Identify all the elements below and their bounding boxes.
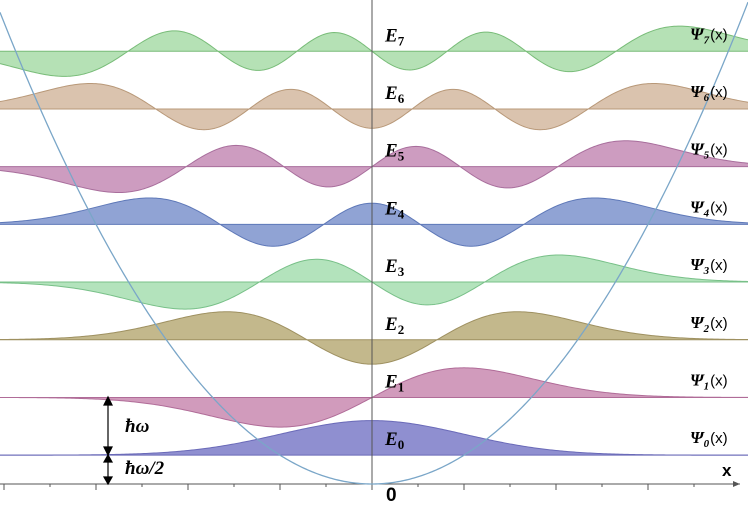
energy-symbol: E	[384, 198, 398, 219]
ground-label: ħω/2	[125, 458, 165, 479]
energy-index: 2	[398, 322, 405, 337]
psi-arg: (x)	[710, 372, 728, 389]
wavefunction-curve	[0, 140, 748, 194]
energy-label: E6	[384, 83, 405, 106]
energy-symbol: E	[384, 83, 398, 104]
psi-index: 6	[704, 92, 710, 104]
wavefunction-fill	[0, 420, 748, 456]
psi-arg: (x)	[710, 26, 728, 43]
energy-symbol: E	[384, 314, 398, 335]
energy-index: 3	[398, 264, 405, 279]
axis-ticks	[3, 484, 695, 490]
psi-arg: (x)	[710, 84, 728, 101]
axis-label: x	[722, 461, 732, 480]
wavefunction-curve	[0, 82, 748, 131]
psi-arg: (x)	[710, 199, 728, 216]
energy-label: E0	[384, 429, 404, 452]
wavefunction-fill	[0, 83, 748, 130]
energy-index: 4	[398, 206, 405, 221]
energy-index: 0	[398, 437, 405, 452]
wavefunction-curve	[0, 254, 748, 310]
wavefunction-curve	[0, 197, 748, 247]
psi-arg: (x)	[710, 430, 728, 447]
energy-label: E1	[384, 371, 404, 394]
wavefunction-label: Ψ4(x)	[690, 197, 728, 219]
origin-label: 0	[386, 485, 397, 505]
energy-index: 5	[398, 149, 405, 164]
energy-label: E2	[384, 314, 404, 337]
wavefunction-curve	[0, 420, 748, 456]
psi-index: 7	[704, 34, 710, 46]
wavefunction-label: Ψ3(x)	[690, 255, 728, 277]
wavefunctions	[0, 25, 748, 456]
energy-symbol: E	[384, 141, 398, 162]
wavefunction-label: Ψ1(x)	[690, 370, 728, 392]
wavefunction-curve	[0, 311, 748, 365]
psi-symbol: Ψ	[690, 197, 705, 216]
psi-arg: (x)	[710, 315, 728, 332]
energy-label: E5	[384, 141, 405, 164]
psi-symbol: Ψ	[690, 24, 705, 43]
psi-symbol: Ψ	[690, 82, 705, 101]
psi-index: 2	[703, 323, 710, 335]
energy-index: 7	[398, 33, 405, 48]
psi-symbol: Ψ	[690, 370, 705, 389]
wavefunction-label: Ψ7(x)	[690, 24, 728, 46]
wavefunction-fill	[0, 311, 748, 365]
psi-symbol: Ψ	[690, 255, 705, 274]
psi-index: 1	[704, 380, 710, 392]
x-axis-arrow	[733, 481, 740, 487]
potential-curve	[0, 1, 748, 485]
energy-label: E4	[384, 198, 405, 221]
energy-label: E7	[384, 25, 405, 48]
psi-index: 4	[703, 207, 710, 219]
energy-symbol: E	[384, 256, 398, 277]
energy-label: E3	[384, 256, 405, 279]
psi-symbol: Ψ	[690, 428, 705, 447]
psi-arg: (x)	[710, 257, 728, 274]
psi-index: 3	[703, 265, 710, 277]
spacing-label: ħω	[125, 416, 150, 437]
wavefunction-curve	[0, 25, 748, 77]
wavefunction-curve	[0, 367, 748, 428]
psi-index: 5	[704, 150, 710, 162]
energy-symbol: E	[384, 25, 398, 46]
psi-arg: (x)	[710, 142, 728, 159]
wavefunction-label: Ψ2(x)	[690, 313, 728, 335]
spacing-arrows	[102, 395, 114, 486]
energy-symbol: E	[384, 371, 398, 392]
psi-index: 0	[704, 438, 710, 450]
energy-symbol: E	[384, 429, 398, 450]
level-labels: E0 Ψ0(x)E1 Ψ1(x)E2 Ψ2(x)E3 Ψ3(x)E4 Ψ4(x)E5 Ψ5(…	[384, 24, 728, 452]
wavefunction-label: Ψ0(x)	[690, 428, 728, 450]
psi-symbol: Ψ	[690, 140, 705, 159]
wavefunction-label: Ψ6(x)	[690, 82, 728, 104]
wavefunction-label: Ψ5(x)	[690, 140, 728, 162]
energy-index: 6	[398, 91, 405, 106]
psi-symbol: Ψ	[690, 313, 705, 332]
wavefunction-fill	[0, 197, 748, 247]
energy-index: 1	[398, 379, 405, 394]
